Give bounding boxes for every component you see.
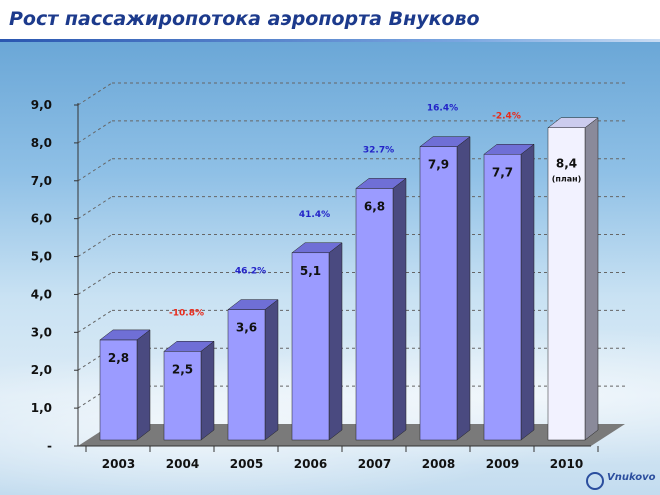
bar-side: [520, 143, 535, 441]
bar: [483, 154, 522, 441]
bar: [99, 339, 138, 441]
gridline: [77, 82, 113, 106]
x-tick-label: 2004: [166, 457, 199, 471]
value-label: 2,8: [108, 351, 129, 365]
x-tick-label: 2005: [230, 457, 263, 471]
bar-top: [483, 144, 535, 155]
gridline: [77, 158, 113, 182]
bar: [163, 351, 202, 441]
growth-label: 41.4%: [299, 210, 330, 220]
growth-label: 16.4%: [427, 104, 458, 114]
y-tick-label: 3,0: [31, 325, 52, 339]
bar-side: [328, 242, 343, 441]
bar: [547, 127, 586, 441]
x-tick-label: 2009: [486, 457, 519, 471]
gridlines: [77, 82, 625, 409]
gridline: [77, 120, 113, 144]
plan-note: (план): [552, 175, 582, 184]
gridline: [77, 234, 113, 257]
y-tick-label: 8,0: [31, 136, 52, 150]
bar-top: [547, 117, 599, 128]
gridline: [77, 272, 113, 295]
y-tick-label: 5,0: [31, 250, 52, 264]
vnukovo-logo: Vnukovo: [586, 470, 658, 492]
floor-plane: [78, 424, 625, 446]
y-tick-label: 9,0: [31, 98, 52, 112]
title-underline: [0, 39, 660, 42]
x-tick-label: 2008: [422, 457, 455, 471]
bar-side: [584, 117, 599, 441]
y-tick-label: 1,0: [31, 401, 52, 415]
bar: [419, 146, 458, 441]
bar-top: [227, 299, 279, 310]
value-label: 5,1: [300, 264, 321, 278]
y-tick-label: 2,0: [31, 363, 52, 377]
value-label: 8,4: [556, 157, 577, 171]
growth-label: -10.8%: [169, 308, 204, 318]
bar-top: [99, 329, 151, 341]
x-tick-label: 2010: [550, 457, 583, 471]
bar-side: [264, 299, 279, 441]
bar-side: [392, 177, 407, 441]
bar: [227, 309, 266, 441]
bar-top: [419, 136, 471, 147]
gridline: [77, 309, 113, 333]
logo-text: Vnukovo: [607, 472, 656, 483]
value-label: 7,9: [428, 158, 449, 172]
bar: [291, 252, 330, 441]
value-label: 2,5: [172, 362, 193, 376]
gridline: [77, 196, 113, 220]
x-tick-label: 2006: [294, 457, 327, 471]
growth-label: -2.4%: [492, 111, 521, 121]
y-tick-label: 7,0: [31, 174, 52, 188]
bar-side: [200, 340, 215, 441]
vnukovo-logo-icon: [586, 472, 604, 490]
gridline: [77, 347, 113, 371]
value-label: 7,7: [492, 165, 513, 179]
value-label: 3,6: [236, 321, 257, 335]
header: Рост пассажиропотока аэропорта Внуково: [0, 0, 660, 40]
gridline: [77, 385, 113, 409]
y-tick-label: 4,0: [31, 287, 52, 301]
bar-top: [291, 242, 343, 254]
bar-side: [456, 136, 471, 441]
x-tick-label: 2007: [358, 457, 391, 471]
bar-top: [355, 178, 407, 189]
y-tick-label: -: [47, 439, 52, 453]
axes: - 1,0 2,0 3,0 4,0 5,0 6,0 7,0 8,0 9,0: [31, 98, 599, 453]
bar: [355, 188, 394, 441]
bars: [99, 117, 599, 441]
page-title: Рост пассажиропотока аэропорта Внуково: [9, 8, 480, 30]
value-label: 6,8: [364, 199, 385, 213]
labels: 2,8 2003 2,5 -10.8% 2004 3,6 46.2% 2005 5,1 41.4%…: [102, 104, 583, 471]
bar-side: [136, 329, 151, 441]
growth-label: 46.2%: [235, 267, 266, 277]
growth-label: 32.7%: [363, 145, 394, 155]
x-tick-label: 2003: [102, 457, 135, 471]
y-tick-label: 6,0: [31, 212, 52, 226]
chart-floor: [78, 424, 625, 446]
bar-top: [163, 341, 215, 352]
